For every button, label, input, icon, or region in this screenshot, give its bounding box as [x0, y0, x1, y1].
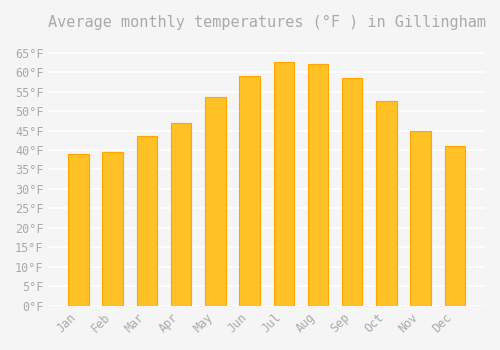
Bar	[342, 78, 362, 306]
Bar	[308, 64, 328, 306]
Bar	[410, 131, 431, 306]
Bar	[205, 97, 226, 306]
Bar	[68, 154, 88, 306]
Bar	[102, 152, 123, 306]
Bar	[376, 101, 396, 306]
Bar	[444, 146, 465, 306]
Bar	[240, 76, 260, 306]
Bar	[136, 136, 157, 306]
Bar	[274, 62, 294, 306]
Title: Average monthly temperatures (°F ) in Gillingham: Average monthly temperatures (°F ) in Gi…	[48, 15, 486, 30]
Bar	[171, 123, 192, 306]
